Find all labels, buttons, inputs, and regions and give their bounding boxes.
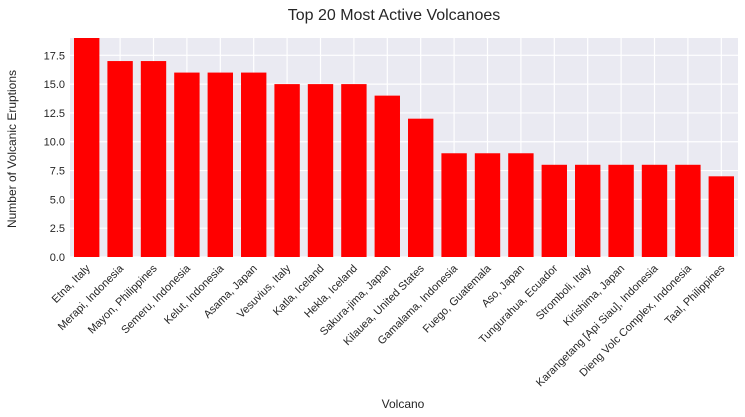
bar bbox=[408, 118, 434, 258]
y-tick-labels: 0.0 2.5 5.0 7.5 10.0 12.5 15.0 17.5 bbox=[44, 50, 65, 264]
x-axis-label: Volcano bbox=[382, 397, 425, 411]
bar bbox=[541, 164, 567, 257]
y-tick-label: 2.5 bbox=[50, 223, 65, 235]
bar bbox=[174, 72, 200, 257]
y-tick-label: 15.0 bbox=[44, 79, 65, 91]
bar bbox=[474, 153, 501, 257]
plot-area bbox=[70, 38, 738, 257]
y-tick-label: 17.5 bbox=[44, 50, 65, 62]
y-tick-label: 0.0 bbox=[50, 252, 65, 264]
x-tick-label: Karangetang [Api Siau], Indonesia bbox=[534, 262, 661, 389]
bar bbox=[508, 153, 534, 257]
bar bbox=[575, 164, 601, 257]
bar bbox=[207, 72, 233, 257]
y-tick-label: 5.0 bbox=[50, 194, 65, 206]
y-tick-label: 10.0 bbox=[44, 137, 65, 149]
bar bbox=[608, 164, 634, 257]
y-tick-label: 12.5 bbox=[44, 108, 65, 120]
x-tick-label: Taal, Philippines bbox=[663, 262, 728, 327]
y-tick-label: 7.5 bbox=[50, 166, 65, 178]
bar bbox=[107, 61, 133, 258]
bar bbox=[241, 72, 267, 257]
chart-title: Top 20 Most Active Volcanoes bbox=[288, 7, 501, 24]
bar bbox=[140, 61, 167, 258]
x-tick-label: Kelut, Indonesia bbox=[162, 262, 227, 327]
bar bbox=[708, 176, 734, 257]
bar bbox=[441, 153, 467, 257]
bars bbox=[74, 38, 734, 258]
bar bbox=[274, 84, 300, 258]
bar bbox=[374, 95, 400, 257]
bar bbox=[74, 38, 100, 257]
bar bbox=[641, 164, 668, 257]
y-axis-label: Number of Volcanic Eruptions bbox=[5, 70, 19, 228]
bar bbox=[675, 164, 701, 257]
bar bbox=[307, 84, 334, 258]
bar bbox=[341, 84, 367, 258]
x-tick-label: Kirishima, Japan bbox=[561, 263, 627, 329]
